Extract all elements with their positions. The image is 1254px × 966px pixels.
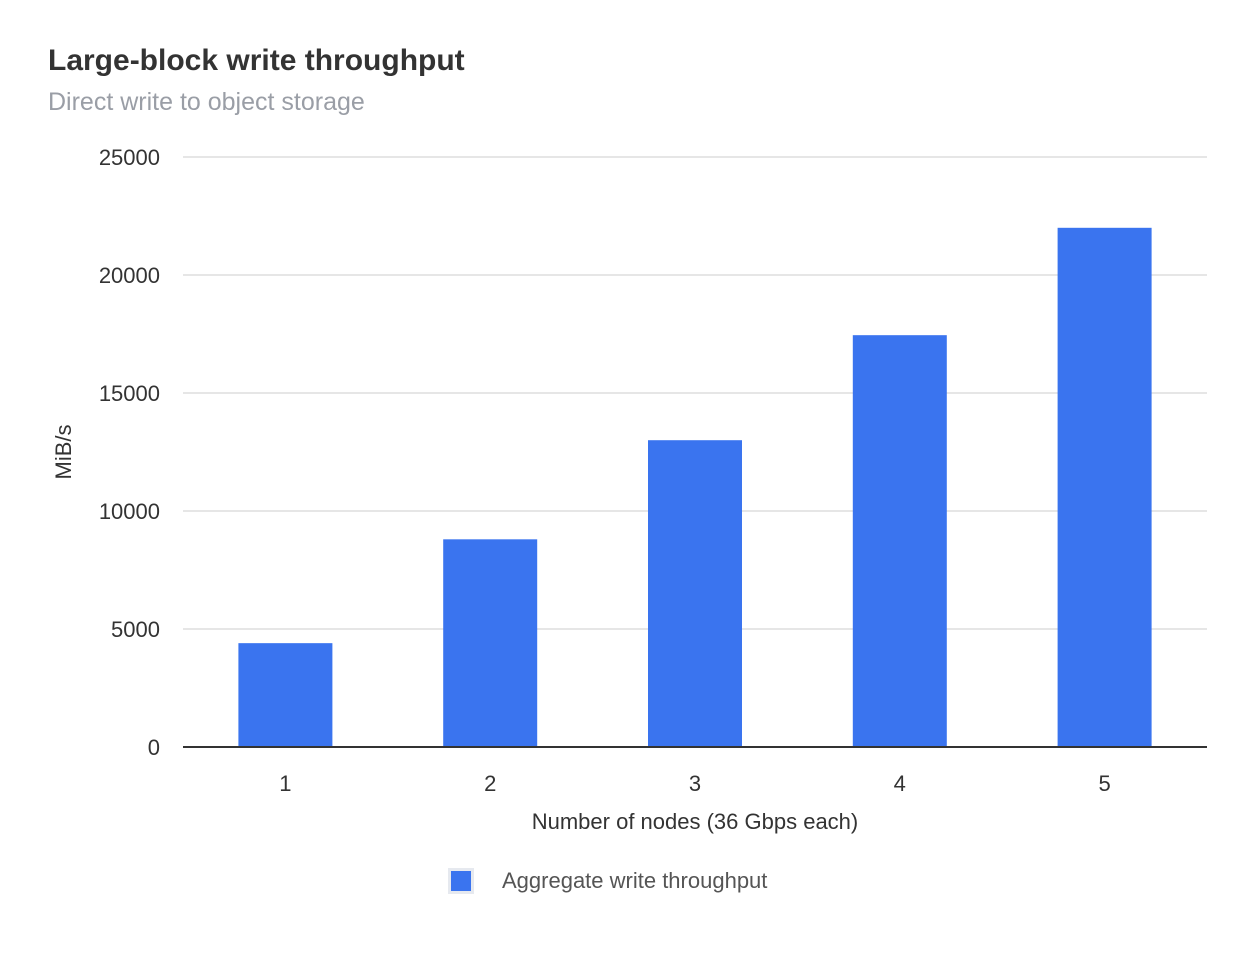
y-tick-label: 20000 bbox=[99, 263, 160, 288]
y-tick-label: 10000 bbox=[99, 499, 160, 524]
y-tick-label: 25000 bbox=[99, 145, 160, 170]
x-tick-label: 4 bbox=[894, 771, 906, 796]
y-tick-label: 5000 bbox=[111, 617, 160, 642]
x-tick-label: 3 bbox=[689, 771, 701, 796]
chart-subtitle: Direct write to object storage bbox=[48, 88, 365, 116]
bar-node-4 bbox=[852, 335, 947, 747]
legend-label: Aggregate write throughput bbox=[502, 868, 768, 893]
bar-node-1 bbox=[238, 643, 333, 747]
x-tick-label: 5 bbox=[1098, 771, 1110, 796]
x-tick-label: 1 bbox=[279, 771, 291, 796]
x-tick-label: 2 bbox=[484, 771, 496, 796]
legend-swatch bbox=[448, 868, 474, 894]
chart-legend: Aggregate write throughput bbox=[448, 868, 767, 894]
bar-node-3 bbox=[648, 440, 742, 747]
y-tick-label: 15000 bbox=[99, 381, 160, 406]
bar-node-5 bbox=[1057, 227, 1152, 748]
bar-node-2 bbox=[443, 539, 538, 747]
x-axis-title: Number of nodes (36 Gbps each) bbox=[532, 809, 859, 834]
y-tick-label: 0 bbox=[148, 735, 160, 760]
y-axis-title: MiB/s bbox=[51, 425, 76, 480]
chart-title: Large-block write throughput bbox=[48, 44, 465, 77]
